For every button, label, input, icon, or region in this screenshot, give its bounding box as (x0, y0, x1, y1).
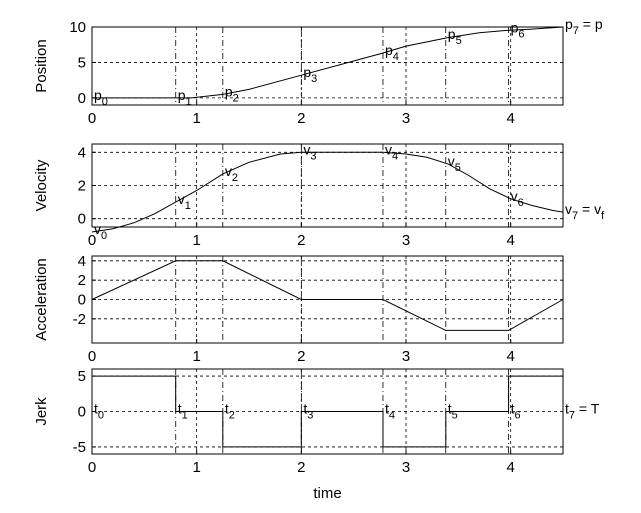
y-tick-label: 4 (78, 253, 86, 270)
annotation-v5: v5 (448, 153, 461, 174)
annotation-t2: t2 (225, 401, 235, 422)
annotation-t1: t1 (178, 401, 188, 422)
x-axis-title: time (313, 485, 341, 502)
x-tick-label: 3 (402, 110, 410, 127)
x-tick-label: 4 (506, 348, 514, 365)
y-tick-label: 10 (69, 19, 86, 36)
y-tick-label: -5 (73, 439, 86, 456)
y-axis-title: Position (33, 39, 50, 92)
x-tick-label: 1 (192, 459, 200, 476)
y-tick-label: 2 (78, 272, 86, 289)
y-tick-label: 0 (78, 211, 86, 228)
series-line (91, 260, 564, 331)
y-tick-label: 4 (78, 144, 86, 161)
annotation-v6: v6 (511, 188, 524, 209)
x-tick-label: 4 (506, 232, 514, 249)
annotation-v3: v3 (303, 141, 316, 162)
x-tick-label: 0 (88, 348, 96, 365)
annotation-p1: p1 (178, 87, 192, 108)
annotation-p4: p4 (385, 42, 399, 63)
annotation-t3: t3 (303, 401, 313, 422)
x-tick-label: 0 (88, 232, 96, 249)
x-tick-label: 2 (297, 110, 305, 127)
panel-1: 0 1 2 3 4 0 2 4 Velocity v0 v1 v2 v3 v4 v5 v6 v7 = vf (33, 141, 605, 249)
annotation-p7: p7 = p (565, 16, 603, 37)
annotation-t5: t5 (448, 401, 458, 422)
x-tick-label: 4 (506, 110, 514, 127)
x-tick-label: 3 (402, 232, 410, 249)
y-axis-title: Jerk (33, 397, 50, 426)
x-tick-label: 3 (402, 459, 410, 476)
y-tick-label: 0 (78, 404, 86, 421)
y-tick-label: 0 (78, 292, 86, 309)
y-tick-label: 2 (78, 178, 86, 195)
x-tick-label: 2 (297, 348, 305, 365)
x-tick-label: 1 (192, 110, 200, 127)
annotation-t0: t0 (94, 401, 104, 422)
annotation-t6: t6 (511, 401, 521, 422)
y-tick-label: -2 (73, 311, 86, 328)
annotation-v7: v7 = vf (565, 201, 605, 222)
x-tick-label: 1 (192, 348, 200, 365)
y-tick-label: 5 (78, 368, 86, 385)
y-tick-label: 5 (78, 54, 86, 71)
annotation-v2: v2 (225, 163, 238, 184)
annotation-p5: p5 (448, 26, 462, 47)
annotation-v1: v1 (178, 191, 191, 212)
x-tick-label: 2 (297, 232, 305, 249)
annotation-p0: p0 (94, 87, 108, 108)
x-tick-label: 0 (88, 110, 96, 127)
series-line (92, 375, 564, 448)
annotation-p6: p6 (511, 20, 525, 41)
x-tick-label: 3 (402, 348, 410, 365)
series-line (92, 26, 564, 99)
annotation-t4: t4 (385, 401, 395, 422)
annotation-p2: p2 (225, 83, 239, 104)
x-tick-label: 4 (506, 459, 514, 476)
panel-0: 0 1 2 3 4 0 5 10 Position p0 p1 p2 p3 p4 p5 p6 p7 = p (33, 16, 603, 127)
annotation-v0: v0 (94, 221, 107, 242)
x-tick-label: 2 (297, 459, 305, 476)
annotation-v4: v4 (385, 141, 398, 162)
axes-frame (91, 26, 564, 106)
y-axis-title: Acceleration (33, 258, 50, 341)
annotation-p3: p3 (303, 64, 317, 85)
x-tick-label: 0 (88, 459, 96, 476)
x-tick-label: 1 (192, 232, 200, 249)
annotation-t7: t7 = T (565, 401, 600, 422)
series-line (91, 151, 564, 233)
y-axis-title: Velocity (33, 159, 50, 211)
panel-2: 0 1 2 3 4 4 2 0 -2 Acceleration (33, 253, 564, 365)
y-tick-label: 0 (78, 90, 86, 107)
